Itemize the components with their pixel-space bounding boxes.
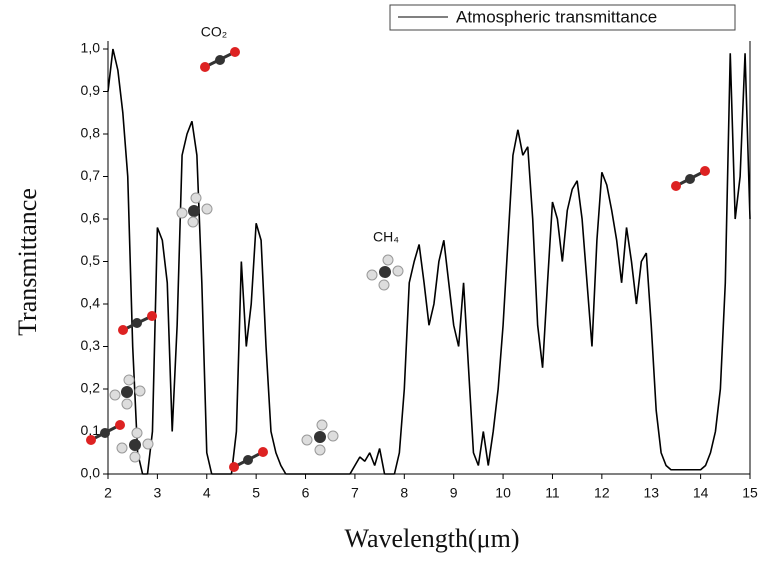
y-tick-label: 0,1 <box>81 422 101 438</box>
x-tick-label: 4 <box>203 485 211 501</box>
x-tick-label: 3 <box>153 485 161 501</box>
x-tick-label: 15 <box>742 485 758 501</box>
y-tick-label: 0,5 <box>81 252 101 268</box>
co2-icon <box>86 420 125 445</box>
ch4-icon <box>109 374 146 410</box>
y-tick-label: 1,0 <box>81 40 101 56</box>
x-tick-label: 10 <box>495 485 511 501</box>
x-tick-label: 9 <box>450 485 458 501</box>
y-tick-label: 0,7 <box>81 167 101 183</box>
ch4-icon <box>116 427 154 463</box>
transmittance-line <box>107 48 751 475</box>
plot-layer: 0,0 0,1 0,2 0,3 0,4 0,5 0,6 0,7 0,8 0,9 1,0 2 3 4 5 6 7 8… <box>81 4 758 501</box>
legend: Atmospheric transmittance <box>389 4 736 31</box>
x-tick-label: 2 <box>104 485 112 501</box>
x-tick-label: 12 <box>594 485 610 501</box>
y-tick-label: 0,9 <box>81 82 101 98</box>
annotation: CH₄ <box>373 229 399 245</box>
ch4-icon <box>301 419 339 456</box>
molecule-icons <box>86 47 710 472</box>
x-tick-label: 13 <box>643 485 659 501</box>
legend-label: Atmospheric transmittance <box>456 7 657 26</box>
y-tick-label: 0,3 <box>81 337 101 353</box>
y-tick-label: 0,0 <box>81 465 101 481</box>
co2-icon <box>118 311 157 335</box>
x-tick-label: 7 <box>351 485 359 501</box>
x-axis-label: Wavelength(μm) <box>344 524 519 553</box>
ch4-icon <box>176 192 213 228</box>
y-tick-label: 0,8 <box>81 125 101 141</box>
x-tick-label: 8 <box>400 485 408 501</box>
annotation: CO₂ <box>201 24 227 40</box>
y-axis-label: Transmittance <box>13 188 42 336</box>
x-tick-label: 6 <box>302 485 310 501</box>
y-tick-label: 0,4 <box>81 295 101 311</box>
co2-icon <box>671 166 710 191</box>
y-tick-label: 0,2 <box>81 380 101 396</box>
co2-icon <box>229 447 268 472</box>
co2-icon <box>200 47 240 72</box>
x-tick-label: 5 <box>252 485 260 501</box>
ch4-icon <box>366 254 404 291</box>
x-tick-label: 14 <box>693 485 709 501</box>
y-tick-label: 0,6 <box>81 210 101 226</box>
x-tick-label: 11 <box>545 485 560 501</box>
